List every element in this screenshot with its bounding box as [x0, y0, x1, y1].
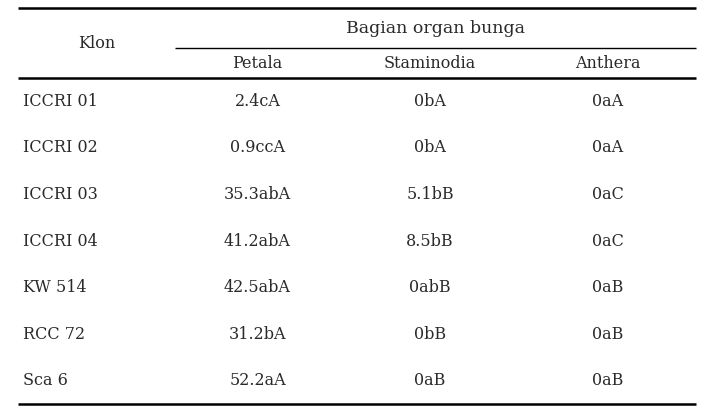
Text: 0bA: 0bA: [414, 139, 446, 157]
Text: 0aC: 0aC: [592, 186, 624, 203]
Text: Bagian organ bunga: Bagian organ bunga: [346, 19, 525, 37]
Text: 0aB: 0aB: [593, 372, 624, 389]
Text: 0aB: 0aB: [593, 325, 624, 343]
Text: 2.4cA: 2.4cA: [235, 93, 281, 110]
Text: ICCRI 02: ICCRI 02: [23, 139, 98, 157]
Text: Petala: Petala: [232, 54, 283, 72]
Text: 31.2bA: 31.2bA: [228, 325, 286, 343]
Text: 0aC: 0aC: [592, 232, 624, 250]
Text: ICCRI 04: ICCRI 04: [23, 232, 98, 250]
Text: 0bA: 0bA: [414, 93, 446, 110]
Text: 0aA: 0aA: [593, 93, 623, 110]
Text: Klon: Klon: [78, 35, 115, 52]
Text: 5.1bB: 5.1bB: [406, 186, 454, 203]
Text: Anthera: Anthera: [575, 54, 640, 72]
Text: Staminodia: Staminodia: [384, 54, 476, 72]
Text: 0aB: 0aB: [593, 279, 624, 296]
Text: 0.9ccA: 0.9ccA: [230, 139, 285, 157]
Text: 52.2aA: 52.2aA: [229, 372, 286, 389]
Text: 0bB: 0bB: [414, 325, 446, 343]
Text: 8.5bB: 8.5bB: [406, 232, 454, 250]
Text: 35.3abA: 35.3abA: [224, 186, 291, 203]
Text: 41.2abA: 41.2abA: [224, 232, 291, 250]
Text: ICCRI 03: ICCRI 03: [23, 186, 98, 203]
Text: 42.5abA: 42.5abA: [224, 279, 291, 296]
Text: RCC 72: RCC 72: [23, 325, 85, 343]
Text: 0abB: 0abB: [409, 279, 451, 296]
Text: 0aB: 0aB: [414, 372, 446, 389]
Text: KW 514: KW 514: [23, 279, 86, 296]
Text: ICCRI 01: ICCRI 01: [23, 93, 98, 110]
Text: 0aA: 0aA: [593, 139, 623, 157]
Text: Sca 6: Sca 6: [23, 372, 68, 389]
